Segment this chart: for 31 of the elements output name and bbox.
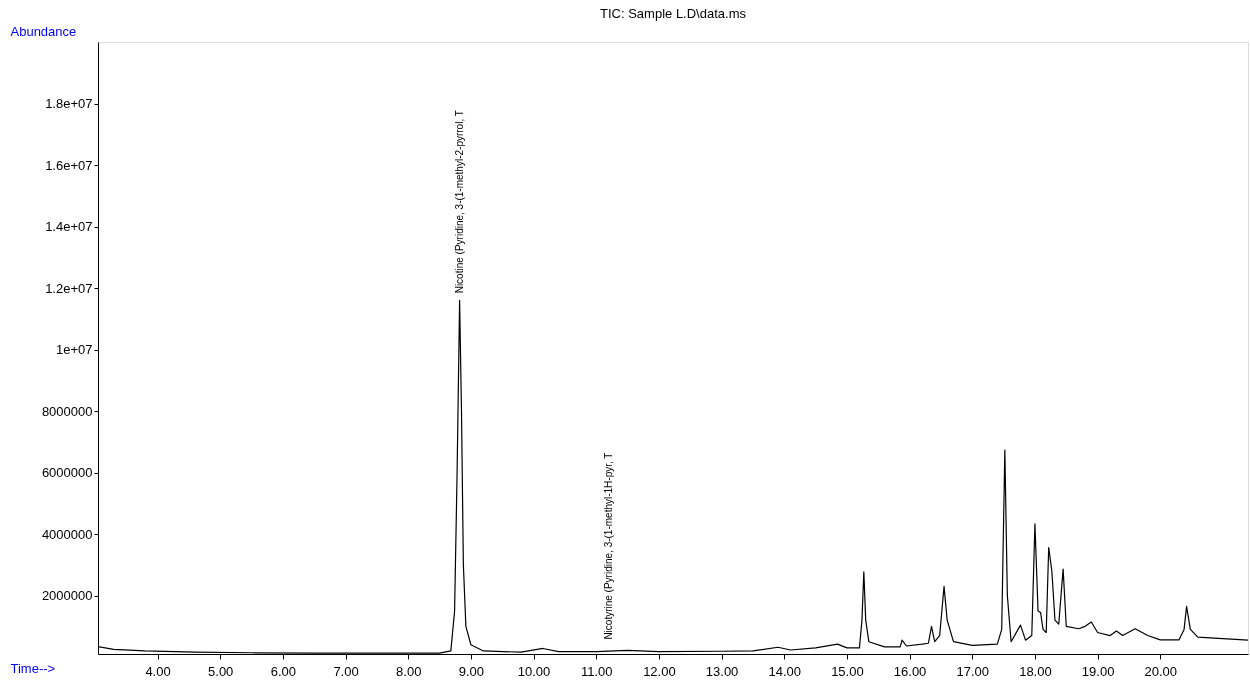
y-tick-label: 8000000	[41, 403, 93, 419]
y-tick-label: 1.6e+07	[45, 157, 93, 173]
x-tick-label: 4.00	[145, 663, 171, 679]
y-tick-label: 2000000	[41, 588, 93, 604]
y-tick-label: 6000000	[41, 465, 93, 481]
y-tick-label: 1.2e+07	[45, 280, 93, 296]
y-tick-label: 4000000	[41, 526, 93, 542]
x-tick-label: 6.00	[270, 663, 297, 679]
x-tick-label: 8.00	[396, 663, 422, 679]
chart-title: TIC: Sample L.D\data.ms	[600, 6, 747, 21]
x-tick-label: 17.00	[956, 663, 990, 679]
x-tick-label: 12.00	[643, 663, 676, 679]
x-tick-label: 15.00	[831, 663, 864, 679]
x-tick-label: 18.00	[1019, 663, 1052, 679]
y-axis-title: Abundance	[10, 23, 77, 39]
y-tick-label: 1e+07	[55, 342, 93, 358]
y-tick-label: 1.8e+07	[45, 96, 93, 112]
x-tick-label: 19.00	[1081, 663, 1115, 679]
x-axis-title: Time-->	[10, 660, 56, 676]
x-tick-label: 9.00	[458, 663, 485, 679]
y-tick-label: 1.4e+07	[45, 219, 93, 235]
annotation: Nicotyrine (Pyridine, 3-(1-methyl-1H-pyr, T	[602, 452, 614, 640]
x-tick-label: 10.00	[517, 663, 551, 679]
x-tick-label: 14.00	[768, 663, 802, 679]
x-tick-label: 20.00	[1144, 663, 1178, 679]
x-tick-label: 13.00	[705, 663, 739, 679]
annotation: Nicotine (Pyridine, 3-(1-methyl-2-pyrrol, T	[453, 110, 465, 294]
x-tick-label: 16.00	[893, 663, 927, 679]
x-tick-label: 7.00	[333, 663, 359, 679]
x-tick-label: 11.00	[580, 663, 613, 679]
x-tick-label: 5.00	[208, 663, 234, 679]
